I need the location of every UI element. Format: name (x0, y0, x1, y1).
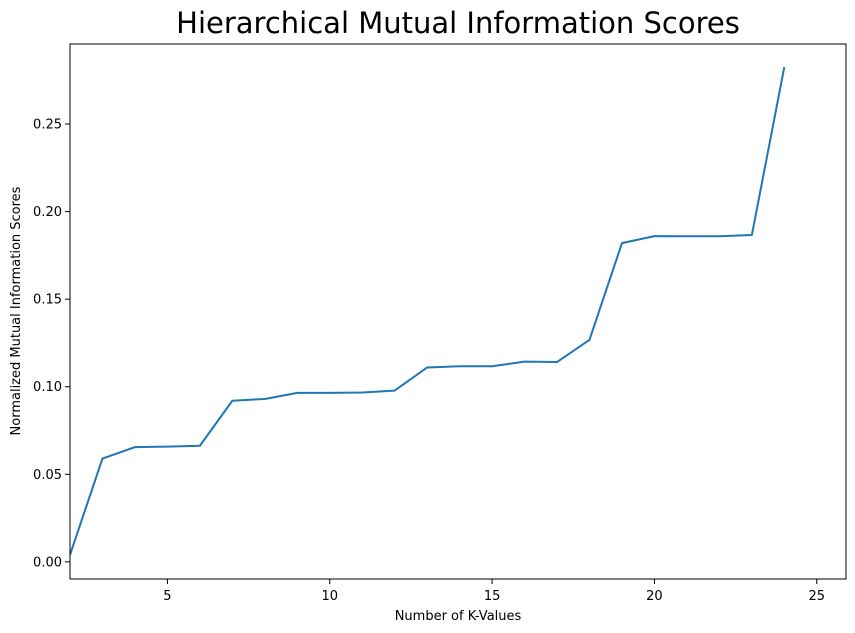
plot-area: 5 10 15 20 25 0.00 0.05 0.10 0.15 0.20 0.25 (33, 43, 847, 604)
y-tick-label: 0.15 (33, 293, 62, 308)
y-axis-label: Normalized Mutual Information Scores (9, 186, 24, 435)
x-axis-label: Number of K-Values (395, 609, 522, 624)
x-tick-label: 20 (646, 589, 663, 604)
y-tick-label: 0.00 (33, 555, 62, 570)
chart-title: Hierarchical Mutual Information Scores (176, 6, 740, 40)
plot-frame (69, 43, 847, 580)
x-tick-label: 5 (163, 589, 171, 604)
x-tick-label: 10 (321, 589, 338, 604)
y-tick-label: 0.10 (33, 380, 62, 395)
y-tick-label: 0.25 (33, 118, 62, 133)
y-tick-label: 0.05 (33, 468, 62, 483)
series-line-0 (70, 66, 786, 556)
x-tick-label: 25 (809, 589, 826, 604)
y-tick-label: 0.20 (33, 205, 62, 220)
x-tick-label: 15 (484, 589, 501, 604)
